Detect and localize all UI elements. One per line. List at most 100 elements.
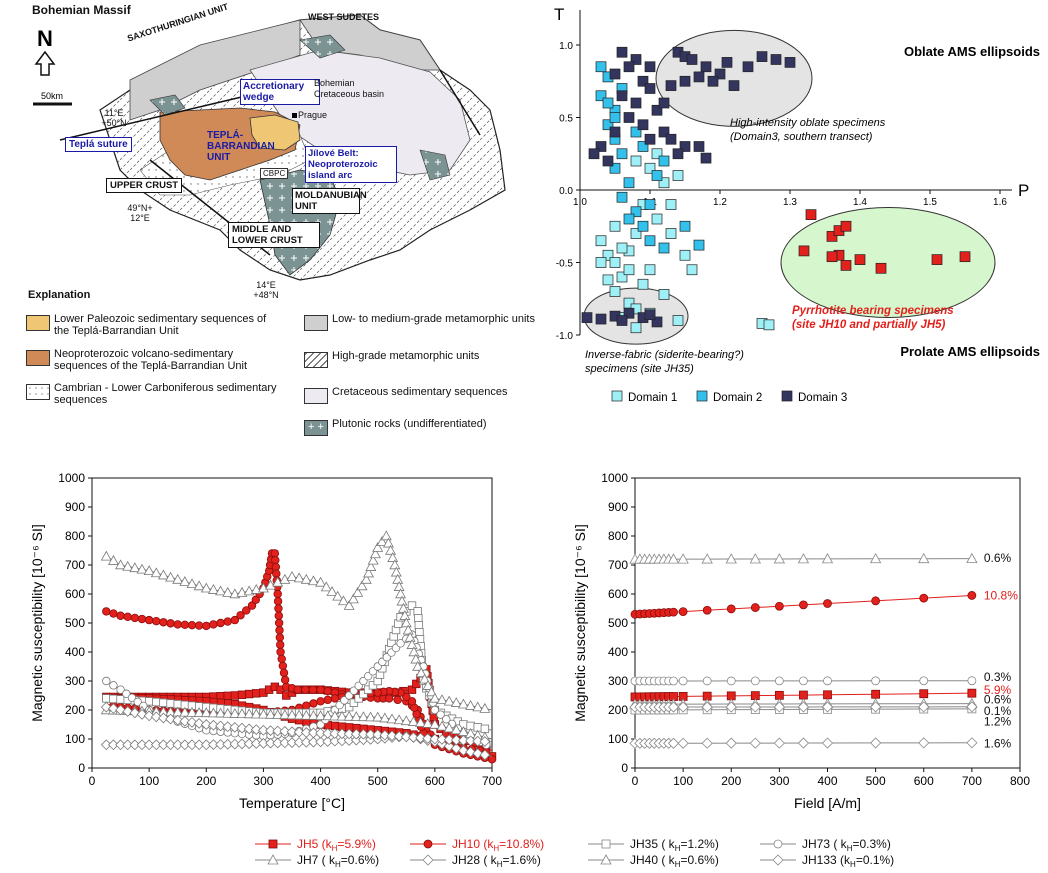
- p-tick-label: 1.3: [783, 197, 797, 208]
- marker-jh7: [286, 570, 298, 581]
- marker-jh133: [229, 722, 241, 733]
- marker-jh133: [179, 715, 191, 727]
- marker-jh7: [390, 566, 402, 577]
- marker-jh40: [272, 709, 284, 719]
- point-domain-3: [609, 68, 621, 80]
- point-domain-1: [630, 155, 642, 167]
- point-domain-1: [665, 228, 677, 239]
- marker-jh133: [100, 701, 112, 713]
- marker-jh133: [472, 735, 484, 747]
- point-domain-1: [686, 264, 698, 276]
- map-fault-line: [59, 94, 251, 141]
- percent-label-jh7: 0.6%: [984, 551, 1012, 565]
- marker-jh40: [357, 711, 369, 722]
- point-domain-1: [630, 322, 642, 334]
- legend-text-sub: H: [335, 860, 341, 869]
- marker-jh133: [165, 713, 176, 725]
- y-tick-label: 800: [65, 529, 85, 543]
- marker-jh7: [200, 582, 212, 593]
- field-marker-jh73: [967, 676, 977, 686]
- marker-jh7: [395, 588, 407, 599]
- point-domain-1: [630, 228, 642, 239]
- marker-jh28: [179, 739, 191, 751]
- scale-label: 50km: [41, 91, 63, 101]
- marker-jh7: [404, 631, 416, 642]
- marker-jh133: [158, 712, 169, 724]
- field-marker-jh73: [702, 676, 712, 686]
- y-tick-label: 600: [608, 587, 628, 601]
- marker-jh7: [363, 567, 375, 578]
- legend-label-low_medium: Low- to medium-grade metamorphic units: [332, 313, 535, 325]
- geologic-map-panel: N 50km Bohemian Massif SAXOTHURINGIAN UN…: [0, 0, 560, 440]
- marker-jh7: [425, 686, 437, 697]
- marker-jh40: [250, 708, 262, 719]
- marker-jh133: [136, 708, 148, 720]
- t-tick-label: -0.5: [556, 259, 574, 270]
- legend-label-domain-2: Domain 2: [713, 392, 762, 404]
- legend-text-jh10: JH10 (kH=10.8%): [452, 837, 544, 853]
- field-marker-jh7: [797, 553, 810, 564]
- x-tick-label: 300: [769, 774, 789, 788]
- legend-text-tail: =0.1%): [856, 853, 894, 867]
- point-domain-3: [679, 75, 691, 87]
- marker-jh73: [442, 715, 451, 724]
- point-domain-3: [658, 126, 670, 138]
- marker-jh40: [193, 707, 205, 717]
- legend-label-cambrian: Cambrian - Lower Carboniferous sedimenta…: [54, 382, 277, 406]
- legend-marker-domain-1: [611, 390, 623, 402]
- field-marker-jh10: [871, 596, 881, 606]
- y-tick-label: 300: [65, 674, 85, 688]
- marker-jh7: [367, 554, 379, 565]
- point-domain-3: [728, 80, 740, 91]
- t-tick-label: 1.0: [559, 41, 573, 52]
- percent-label-jh5: 5.9%: [984, 683, 1012, 697]
- marker-jh7: [300, 573, 312, 584]
- field-marker-jh7: [701, 553, 713, 564]
- t-axis-label: T: [554, 5, 564, 24]
- legend-label-plutonic: Plutonic rocks (undifferentiated): [332, 418, 487, 430]
- marker-jh133: [250, 724, 262, 735]
- legend-marker-jh7: [267, 854, 279, 865]
- marker-jh40: [386, 713, 398, 724]
- marker-jh40: [407, 716, 419, 726]
- point-domain-2: [658, 242, 670, 254]
- marker-jh40: [350, 711, 362, 721]
- field-marker-jh7: [869, 552, 882, 564]
- marker-jh7: [343, 599, 355, 610]
- marker-jh133: [315, 727, 326, 739]
- field-marker-jh5: [871, 689, 881, 699]
- marker-jh28: [458, 745, 469, 756]
- legend-marker-jh5: [268, 839, 278, 849]
- legend-label-neoproterozoic: Neoproterozoic volcano-sedimentary seque…: [54, 348, 248, 372]
- field-marker-jh28: [870, 737, 882, 749]
- marker-jh7: [479, 702, 491, 713]
- field-marker-jh28: [797, 737, 810, 749]
- percent-label-jh35: 1.2%: [984, 715, 1012, 729]
- point-domain-1: [672, 315, 684, 326]
- legend-swatch-cretaceous: [304, 388, 328, 404]
- marker-jh10-cooling: [330, 694, 340, 703]
- field-marker-jh133: [797, 701, 810, 713]
- marker-jh40: [400, 715, 412, 726]
- legend-text-main: JH7 ( k: [297, 853, 336, 867]
- point-domain-3: [637, 119, 649, 131]
- point-domain-1: [616, 271, 628, 283]
- marker-jh73: [133, 697, 142, 707]
- t-tick-label: 0.5: [559, 114, 573, 125]
- field-marker-jh28: [821, 737, 834, 749]
- legend-text-tail: =10.8%): [499, 837, 544, 851]
- marker-jh133: [358, 728, 369, 740]
- marker-jh40: [450, 724, 462, 735]
- point-domain-3: [630, 54, 642, 65]
- marker-jh133: [372, 729, 384, 741]
- field-marker-jh7: [773, 553, 786, 564]
- marker-jh35: [102, 694, 111, 703]
- marker-jh40: [315, 710, 327, 720]
- point-domain-3: [616, 90, 628, 102]
- marker-jh28: [479, 749, 491, 761]
- marker-jh35: [407, 601, 417, 610]
- marker-jh10-heating: [276, 640, 285, 649]
- legend-marker-jh133: [772, 854, 784, 866]
- marker-jh7: [115, 559, 127, 570]
- point-domain-2: [658, 155, 670, 167]
